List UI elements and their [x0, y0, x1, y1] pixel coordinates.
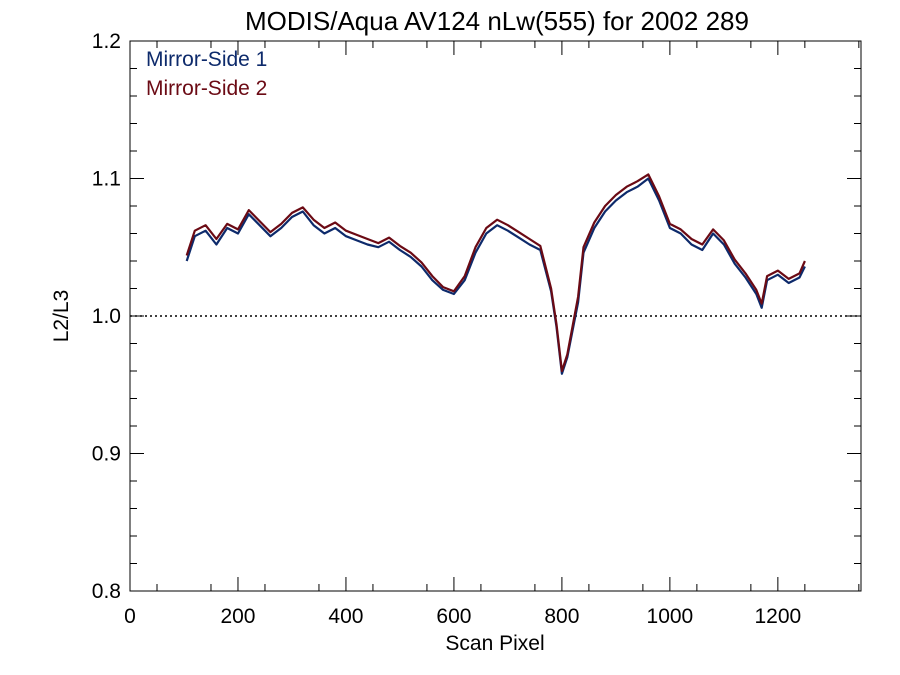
tick-labels: 0 200 400 600 800 1000 1200 0.8 0.9 1.0 1.1 1.2 — [92, 30, 801, 628]
series-lines — [185, 173, 806, 375]
x-axis-label: Scan Pixel — [445, 632, 544, 655]
x-tick-label: 1200 — [754, 605, 801, 628]
y-tick-label: 1.1 — [92, 168, 121, 191]
y-axis-label: L2/L3 — [50, 290, 73, 343]
x-tick-label: 400 — [328, 605, 363, 628]
series-line-mirror-side-1 — [185, 177, 806, 375]
x-tick-label: 0 — [124, 605, 136, 628]
chart-title: MODIS/Aqua AV124 nLw(555) for 2002 289 — [245, 6, 749, 36]
y-tick-label: 1.0 — [92, 305, 121, 328]
y-tick-label: 0.9 — [92, 443, 121, 466]
legend: Mirror-Side 1 Mirror-Side 2 — [146, 48, 267, 100]
legend-entry-mirror-side-2: Mirror-Side 2 — [146, 77, 267, 100]
x-tick-label: 600 — [436, 605, 471, 628]
y-tick-label: 1.2 — [92, 30, 121, 53]
x-tick-label: 200 — [220, 605, 255, 628]
axis-ticks — [129, 40, 861, 592]
x-tick-label: 1000 — [647, 605, 694, 628]
plot-area: 0 200 400 600 800 1000 1200 0.8 0.9 1.0 1.1 1.2 — [92, 30, 862, 628]
y-tick-label: 0.8 — [92, 580, 121, 603]
x-tick-label: 800 — [544, 605, 579, 628]
series-line-mirror-side-2 — [185, 173, 806, 373]
legend-entry-mirror-side-1: Mirror-Side 1 — [146, 48, 267, 71]
